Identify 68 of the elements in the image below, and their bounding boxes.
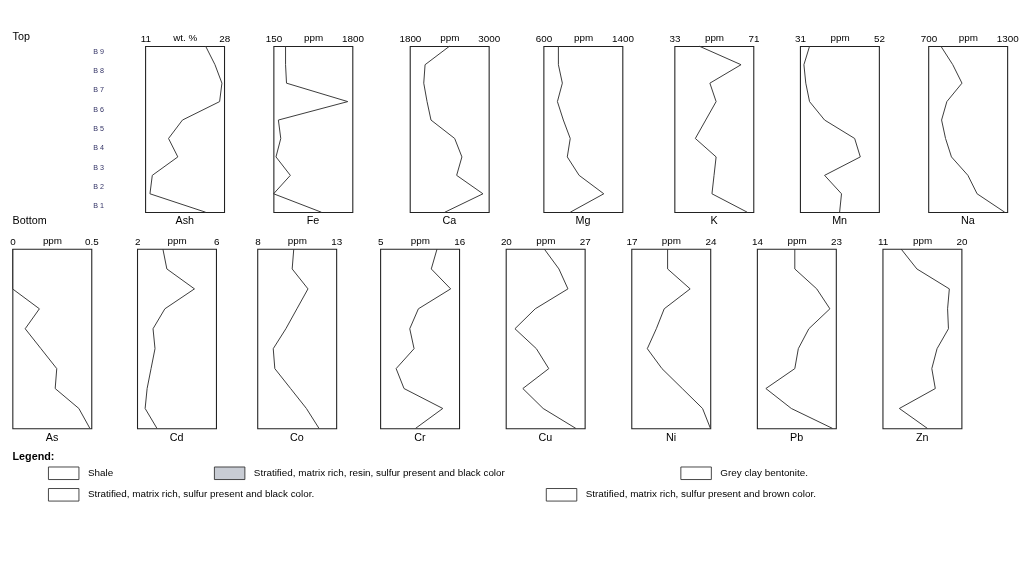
x-axis-title: ppm: [661, 235, 682, 247]
x-axis-title: ppm: [287, 235, 307, 247]
x-tick-label: 33: [669, 33, 682, 45]
x-tick-label: 700: [920, 33, 938, 45]
x-tick-label: 31: [795, 33, 807, 45]
x-tick-label: 2: [134, 235, 141, 247]
x-tick-label: 16: [454, 235, 466, 247]
x-tick-label: 20: [500, 235, 513, 247]
text: Legend:: [12, 449, 55, 462]
x-tick-label: 150: [265, 33, 283, 45]
x-tick-label: 20: [956, 235, 969, 247]
x-tick-label: 6: [213, 235, 220, 247]
text: Na: [961, 214, 975, 227]
x-tick-label: 71: [748, 33, 760, 45]
x-tick-label: 1800: [399, 33, 422, 45]
text: Cu: [538, 430, 553, 443]
text: K: [710, 214, 719, 227]
text: Zn: [915, 430, 929, 443]
text: As: [45, 430, 59, 443]
x-tick-label: 13: [331, 235, 343, 247]
text: Co: [290, 430, 304, 443]
category-label: Stratified, matrix rich, sulfur present and black color.: [87, 488, 315, 500]
x-tick-label: 0: [10, 235, 17, 247]
category-label: Stratified, matrix rich, sulfur present and brown color.: [585, 488, 816, 500]
x-tick-label: 11: [878, 235, 889, 247]
x-axis-title: ppm: [958, 32, 978, 44]
text: Bottom: [12, 213, 47, 226]
x-tick-label: 1800: [342, 33, 365, 45]
x-axis-title: ppm: [167, 235, 187, 247]
text: Cr: [414, 430, 426, 443]
x-tick-label: 0.5: [85, 235, 100, 247]
x-tick-label: 52: [874, 33, 886, 45]
x-axis-title: ppm: [303, 32, 324, 44]
x-tick-label: 11: [140, 33, 151, 45]
x-axis-title: wt. %: [172, 32, 198, 44]
text: Mg: [575, 214, 591, 227]
x-tick-label: 3000: [478, 33, 501, 45]
x-tick-label: 1300: [996, 33, 1020, 45]
text: Cd: [169, 430, 184, 443]
x-tick-label: 14: [752, 235, 764, 247]
text: Pb: [789, 430, 804, 443]
x-tick-label: 600: [535, 33, 553, 45]
x-tick-label: 5: [378, 235, 385, 247]
x-tick-label: 27: [579, 235, 591, 247]
text: Top: [12, 30, 30, 42]
x-tick-label: 24: [705, 235, 717, 247]
x-axis-title: ppm: [536, 235, 556, 247]
category-label: Shale: [87, 466, 114, 478]
x-tick-label: 28: [219, 33, 231, 45]
x-axis-title: ppm: [410, 235, 430, 247]
text: Ca: [442, 214, 457, 227]
x-tick-label: 8: [255, 235, 262, 247]
text: Fe: [306, 214, 320, 227]
x-axis-title: ppm: [573, 32, 594, 44]
text: Ash: [175, 214, 195, 227]
x-axis-title: ppm: [42, 235, 63, 247]
text: Ni: [665, 430, 677, 443]
category-label: Grey clay bentonite.: [720, 466, 809, 478]
x-tick-label: 1400: [612, 33, 635, 45]
x-tick-label: 23: [831, 235, 843, 247]
x-axis-title: ppm: [440, 32, 460, 44]
x-tick-label: 17: [626, 235, 638, 247]
x-axis-title: ppm: [704, 32, 725, 44]
x-axis-title: ppm: [913, 235, 933, 247]
x-axis-title: ppm: [830, 32, 850, 44]
x-axis-title: ppm: [787, 235, 807, 247]
text: Mn: [832, 214, 848, 227]
category-label: Stratified, matrix rich, resin, sulfur present and black color: [253, 466, 506, 478]
